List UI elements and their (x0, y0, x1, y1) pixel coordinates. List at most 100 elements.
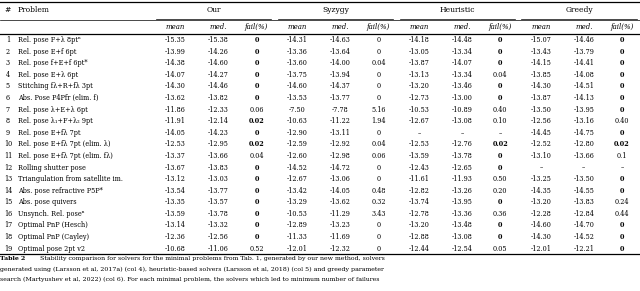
Text: -12.65: -12.65 (452, 164, 472, 171)
Text: 0: 0 (254, 129, 259, 137)
Text: -13.66: -13.66 (573, 152, 594, 160)
Text: 0.40: 0.40 (615, 117, 629, 125)
Text: -13.46: -13.46 (452, 82, 472, 91)
Text: -13.99: -13.99 (165, 48, 186, 56)
Text: 0: 0 (254, 59, 259, 67)
Text: 0: 0 (498, 198, 502, 206)
Text: -14.35: -14.35 (531, 187, 551, 195)
Text: 0: 0 (254, 48, 259, 56)
Text: Greedy: Greedy (565, 6, 593, 14)
Text: -12.01: -12.01 (287, 245, 308, 253)
Text: -13.20: -13.20 (409, 221, 429, 229)
Text: 0: 0 (498, 94, 502, 102)
Text: -13.75: -13.75 (287, 71, 308, 79)
Text: -11.69: -11.69 (330, 233, 351, 241)
Text: -13.62: -13.62 (165, 94, 186, 102)
Text: -13.50: -13.50 (573, 175, 594, 183)
Text: -12.78: -12.78 (409, 210, 429, 218)
Text: med.: med. (575, 23, 593, 31)
Text: -13.20: -13.20 (531, 198, 551, 206)
Text: 0.44: 0.44 (615, 210, 629, 218)
Text: -12.88: -12.88 (409, 233, 429, 241)
Text: 0.10: 0.10 (493, 117, 508, 125)
Text: Stitching fλ+R+fλ 3pt: Stitching fλ+R+fλ 3pt (18, 82, 93, 91)
Text: -14.55: -14.55 (573, 187, 594, 195)
Text: -14.13: -14.13 (573, 94, 594, 102)
Text: mean: mean (166, 23, 185, 31)
Text: -7.50: -7.50 (289, 106, 306, 113)
Text: -13.54: -13.54 (165, 187, 186, 195)
Text: 0: 0 (254, 36, 259, 44)
Text: Syzygy: Syzygy (322, 6, 349, 14)
Text: Stability comparison for solvers for the minimal problems from Tab. 1, generated: Stability comparison for solvers for the… (40, 256, 385, 261)
Text: 14: 14 (4, 187, 12, 195)
Text: -13.48: -13.48 (452, 221, 472, 229)
Text: med.: med. (332, 23, 349, 31)
Text: 0: 0 (620, 221, 624, 229)
Text: -11.29: -11.29 (330, 210, 351, 218)
Text: Rel. pose E+fλ 7pt (elim. fλ): Rel. pose E+fλ 7pt (elim. fλ) (18, 152, 113, 160)
Text: 0.02: 0.02 (249, 117, 264, 125)
Text: Rolling shutter pose: Rolling shutter pose (18, 164, 86, 171)
Text: -12.53: -12.53 (409, 140, 429, 148)
Text: fail(%): fail(%) (367, 23, 390, 31)
Text: -14.60: -14.60 (287, 82, 308, 91)
Text: 0.52: 0.52 (250, 245, 264, 253)
Text: 0: 0 (376, 233, 380, 241)
Text: -13.05: -13.05 (409, 48, 429, 56)
Text: -13.67: -13.67 (165, 164, 186, 171)
Text: -14.08: -14.08 (573, 71, 594, 79)
Text: -13.82: -13.82 (208, 94, 229, 102)
Text: 0.06: 0.06 (250, 106, 264, 113)
Text: 0: 0 (254, 82, 259, 91)
Text: 0.50: 0.50 (493, 175, 508, 183)
Text: generated using (Larsson et al, 2017a) (col 4), heuristic-based solvers (Larsson: generated using (Larsson et al, 2017a) (… (0, 266, 384, 272)
Text: -13.95: -13.95 (573, 106, 594, 113)
Text: Optimal pose 2pt v2: Optimal pose 2pt v2 (18, 245, 84, 253)
Text: Rel. pose λ₁+F+λ₂ 9pt: Rel. pose λ₁+F+λ₂ 9pt (18, 117, 93, 125)
Text: 9: 9 (6, 129, 10, 137)
Text: -14.30: -14.30 (531, 233, 551, 241)
Text: –: – (540, 164, 543, 171)
Text: -13.60: -13.60 (287, 59, 308, 67)
Text: 0.02: 0.02 (614, 140, 630, 148)
Text: 19: 19 (4, 245, 12, 253)
Text: fail(%): fail(%) (488, 23, 512, 31)
Text: 0: 0 (376, 71, 380, 79)
Text: 0: 0 (620, 245, 624, 253)
Text: -14.70: -14.70 (573, 221, 594, 229)
Text: 3.43: 3.43 (371, 210, 386, 218)
Text: 0: 0 (620, 175, 624, 183)
Text: -14.72: -14.72 (330, 164, 351, 171)
Text: -12.32: -12.32 (330, 245, 351, 253)
Text: -13.43: -13.43 (531, 48, 551, 56)
Text: -13.94: -13.94 (330, 71, 351, 79)
Text: -14.46: -14.46 (573, 36, 594, 44)
Text: -12.67: -12.67 (287, 175, 308, 183)
Text: 0.04: 0.04 (250, 152, 264, 160)
Text: -12.92: -12.92 (330, 140, 351, 148)
Text: -13.16: -13.16 (573, 117, 594, 125)
Text: 0.04: 0.04 (493, 71, 508, 79)
Text: -13.12: -13.12 (165, 175, 186, 183)
Text: Rel. pose E+f 6pt: Rel. pose E+f 6pt (18, 48, 76, 56)
Text: 0: 0 (498, 233, 502, 241)
Text: 0: 0 (376, 129, 380, 137)
Text: -12.82: -12.82 (409, 187, 429, 195)
Text: -12.52: -12.52 (531, 140, 551, 148)
Text: -11.22: -11.22 (330, 117, 351, 125)
Text: -13.00: -13.00 (452, 94, 472, 102)
Text: -13.95: -13.95 (452, 198, 472, 206)
Text: -14.05: -14.05 (330, 187, 351, 195)
Text: -13.50: -13.50 (531, 106, 551, 113)
Text: -14.45: -14.45 (531, 129, 551, 137)
Text: Rel. pose E+λ 6pt: Rel. pose E+λ 6pt (18, 71, 78, 79)
Text: Table 2: Table 2 (0, 256, 25, 261)
Text: 0.40: 0.40 (493, 106, 508, 113)
Text: mean: mean (531, 23, 550, 31)
Text: -13.57: -13.57 (208, 198, 229, 206)
Text: med.: med. (210, 23, 227, 31)
Text: Heuristic: Heuristic (440, 6, 475, 14)
Text: -14.27: -14.27 (208, 71, 229, 79)
Text: 0: 0 (376, 36, 380, 44)
